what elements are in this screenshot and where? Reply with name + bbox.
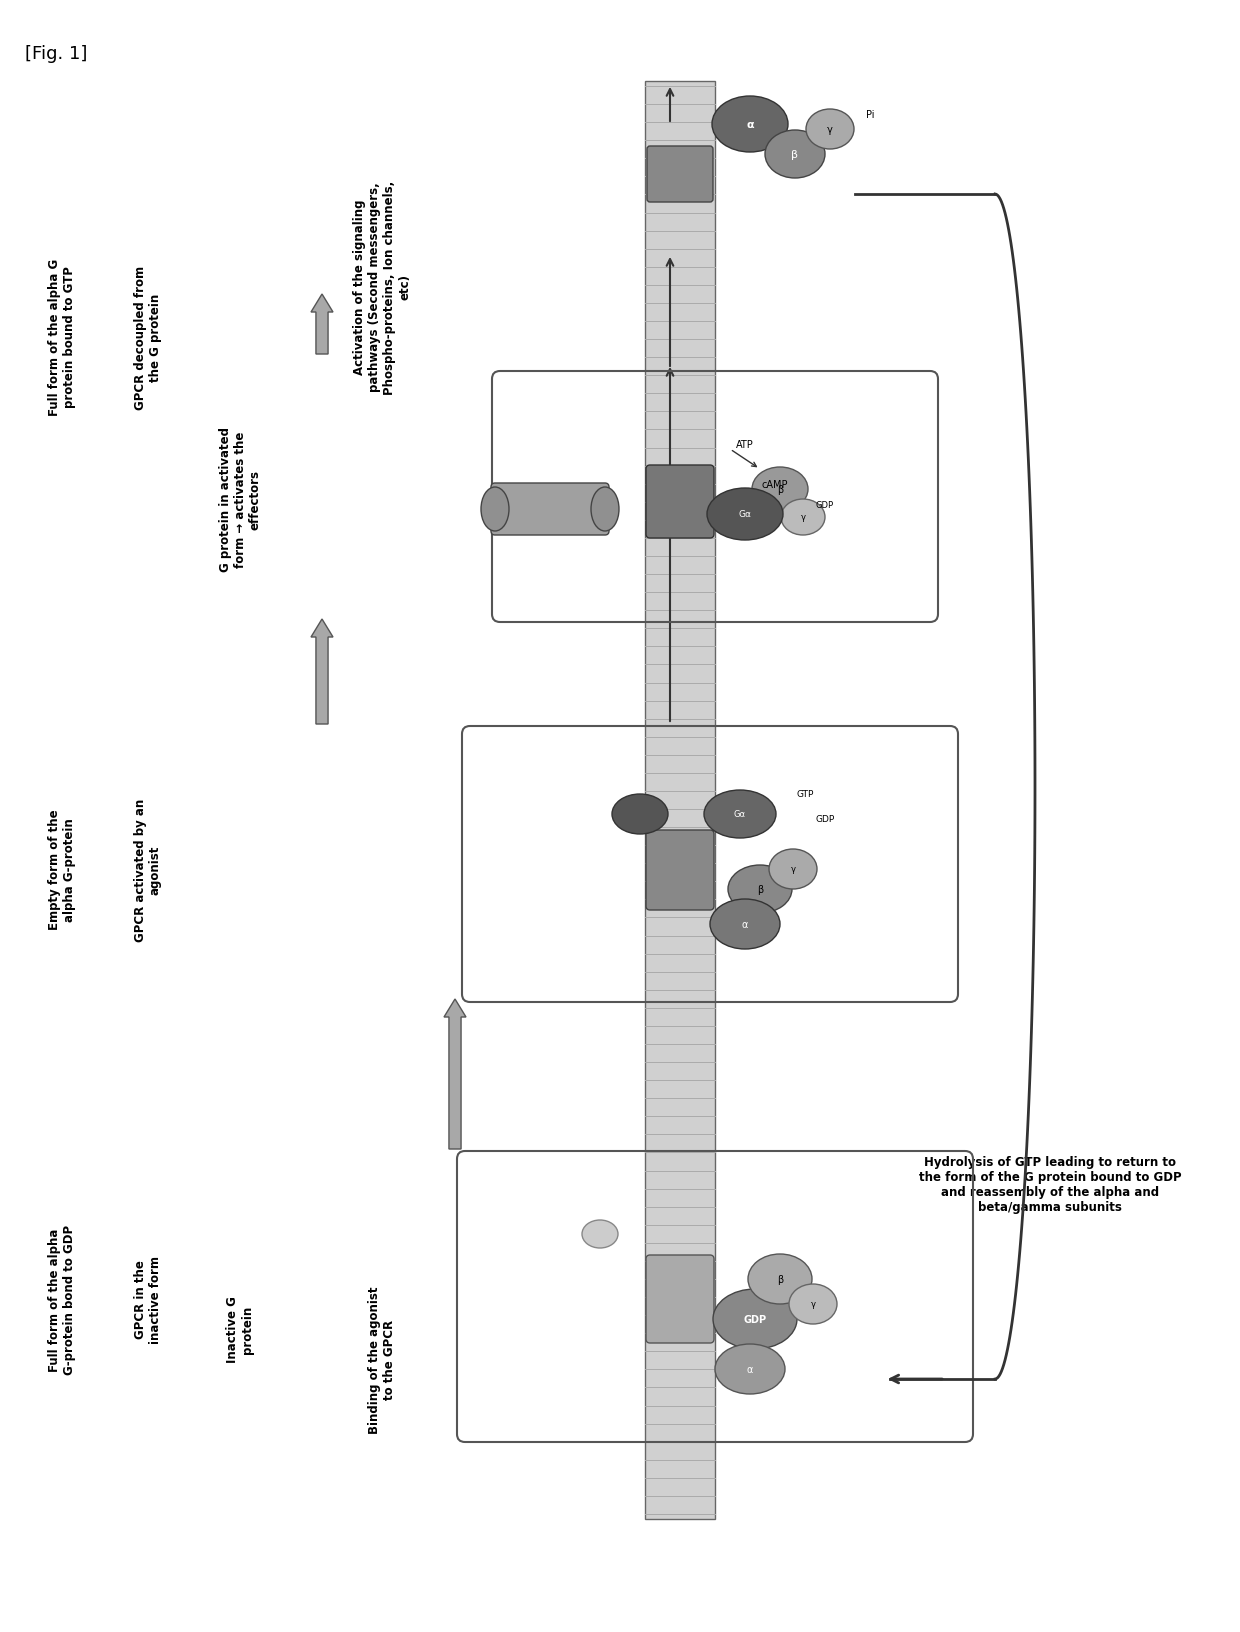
Text: Binding of the agonist
to the GPCR: Binding of the agonist to the GPCR xyxy=(368,1286,396,1433)
Ellipse shape xyxy=(765,131,825,180)
Text: γ: γ xyxy=(791,865,796,875)
Ellipse shape xyxy=(481,488,508,532)
Text: ATP: ATP xyxy=(737,439,754,450)
Text: Full form of the alpha
G-protein bond to GDP: Full form of the alpha G-protein bond to… xyxy=(48,1224,76,1374)
Ellipse shape xyxy=(769,850,817,889)
Text: Hydrolysis of GTP leading to return to
the form of the G protein bound to GDP
an: Hydrolysis of GTP leading to return to t… xyxy=(919,1155,1182,1213)
Ellipse shape xyxy=(713,1289,797,1350)
FancyBboxPatch shape xyxy=(491,483,609,535)
FancyArrow shape xyxy=(311,295,334,354)
Ellipse shape xyxy=(613,795,668,834)
Text: Gα: Gα xyxy=(734,809,746,819)
Ellipse shape xyxy=(707,488,782,540)
Ellipse shape xyxy=(789,1284,837,1324)
Text: [Fig. 1]: [Fig. 1] xyxy=(25,46,87,64)
Ellipse shape xyxy=(781,499,825,535)
Ellipse shape xyxy=(728,865,792,914)
Text: GDP: GDP xyxy=(744,1314,766,1324)
Text: γ: γ xyxy=(811,1299,816,1309)
Ellipse shape xyxy=(748,1255,812,1304)
Text: Inactive G
protein: Inactive G protein xyxy=(226,1296,254,1363)
Text: β: β xyxy=(791,150,799,160)
Text: GPCR activated by an
agonist: GPCR activated by an agonist xyxy=(134,798,162,942)
Text: β: β xyxy=(777,1275,784,1284)
Text: Empty form of the
alpha G-protein: Empty form of the alpha G-protein xyxy=(48,809,76,930)
FancyBboxPatch shape xyxy=(646,465,714,539)
FancyArrow shape xyxy=(444,999,466,1149)
Ellipse shape xyxy=(751,468,808,512)
Ellipse shape xyxy=(591,488,619,532)
FancyArrow shape xyxy=(311,620,334,725)
Text: GTP: GTP xyxy=(796,790,813,800)
Text: G protein in activated
form → activates the
effectors: G protein in activated form → activates … xyxy=(218,428,262,573)
Ellipse shape xyxy=(715,1345,785,1394)
Ellipse shape xyxy=(582,1221,618,1248)
Text: Gα: Gα xyxy=(739,511,751,519)
Text: GPCR in the
inactive form: GPCR in the inactive form xyxy=(134,1255,162,1343)
Text: Activation of the signaling
pathways (Second messengers,
Phospho-proteins, Ion c: Activation of the signaling pathways (Se… xyxy=(353,180,410,395)
Ellipse shape xyxy=(711,899,780,950)
Text: γ: γ xyxy=(827,126,833,135)
Text: GPCR decoupled from
the G protein: GPCR decoupled from the G protein xyxy=(134,266,162,410)
Text: GDP: GDP xyxy=(816,499,835,509)
Ellipse shape xyxy=(806,109,854,150)
Text: α: α xyxy=(746,1364,753,1374)
Text: α: α xyxy=(742,919,748,930)
Ellipse shape xyxy=(704,790,776,839)
Text: GDP: GDP xyxy=(816,814,835,824)
Text: β: β xyxy=(756,885,763,894)
Ellipse shape xyxy=(712,96,787,153)
Text: cAMP: cAMP xyxy=(761,480,789,490)
Text: Pi: Pi xyxy=(866,109,874,119)
Text: Full form of the alpha G
protein bound to GTP: Full form of the alpha G protein bound t… xyxy=(48,259,76,416)
FancyBboxPatch shape xyxy=(647,147,713,202)
Bar xyxy=(645,82,715,1519)
Text: γ: γ xyxy=(801,512,806,522)
FancyBboxPatch shape xyxy=(646,831,714,911)
Text: α: α xyxy=(746,119,754,131)
Text: β: β xyxy=(777,485,784,494)
FancyBboxPatch shape xyxy=(646,1255,714,1343)
